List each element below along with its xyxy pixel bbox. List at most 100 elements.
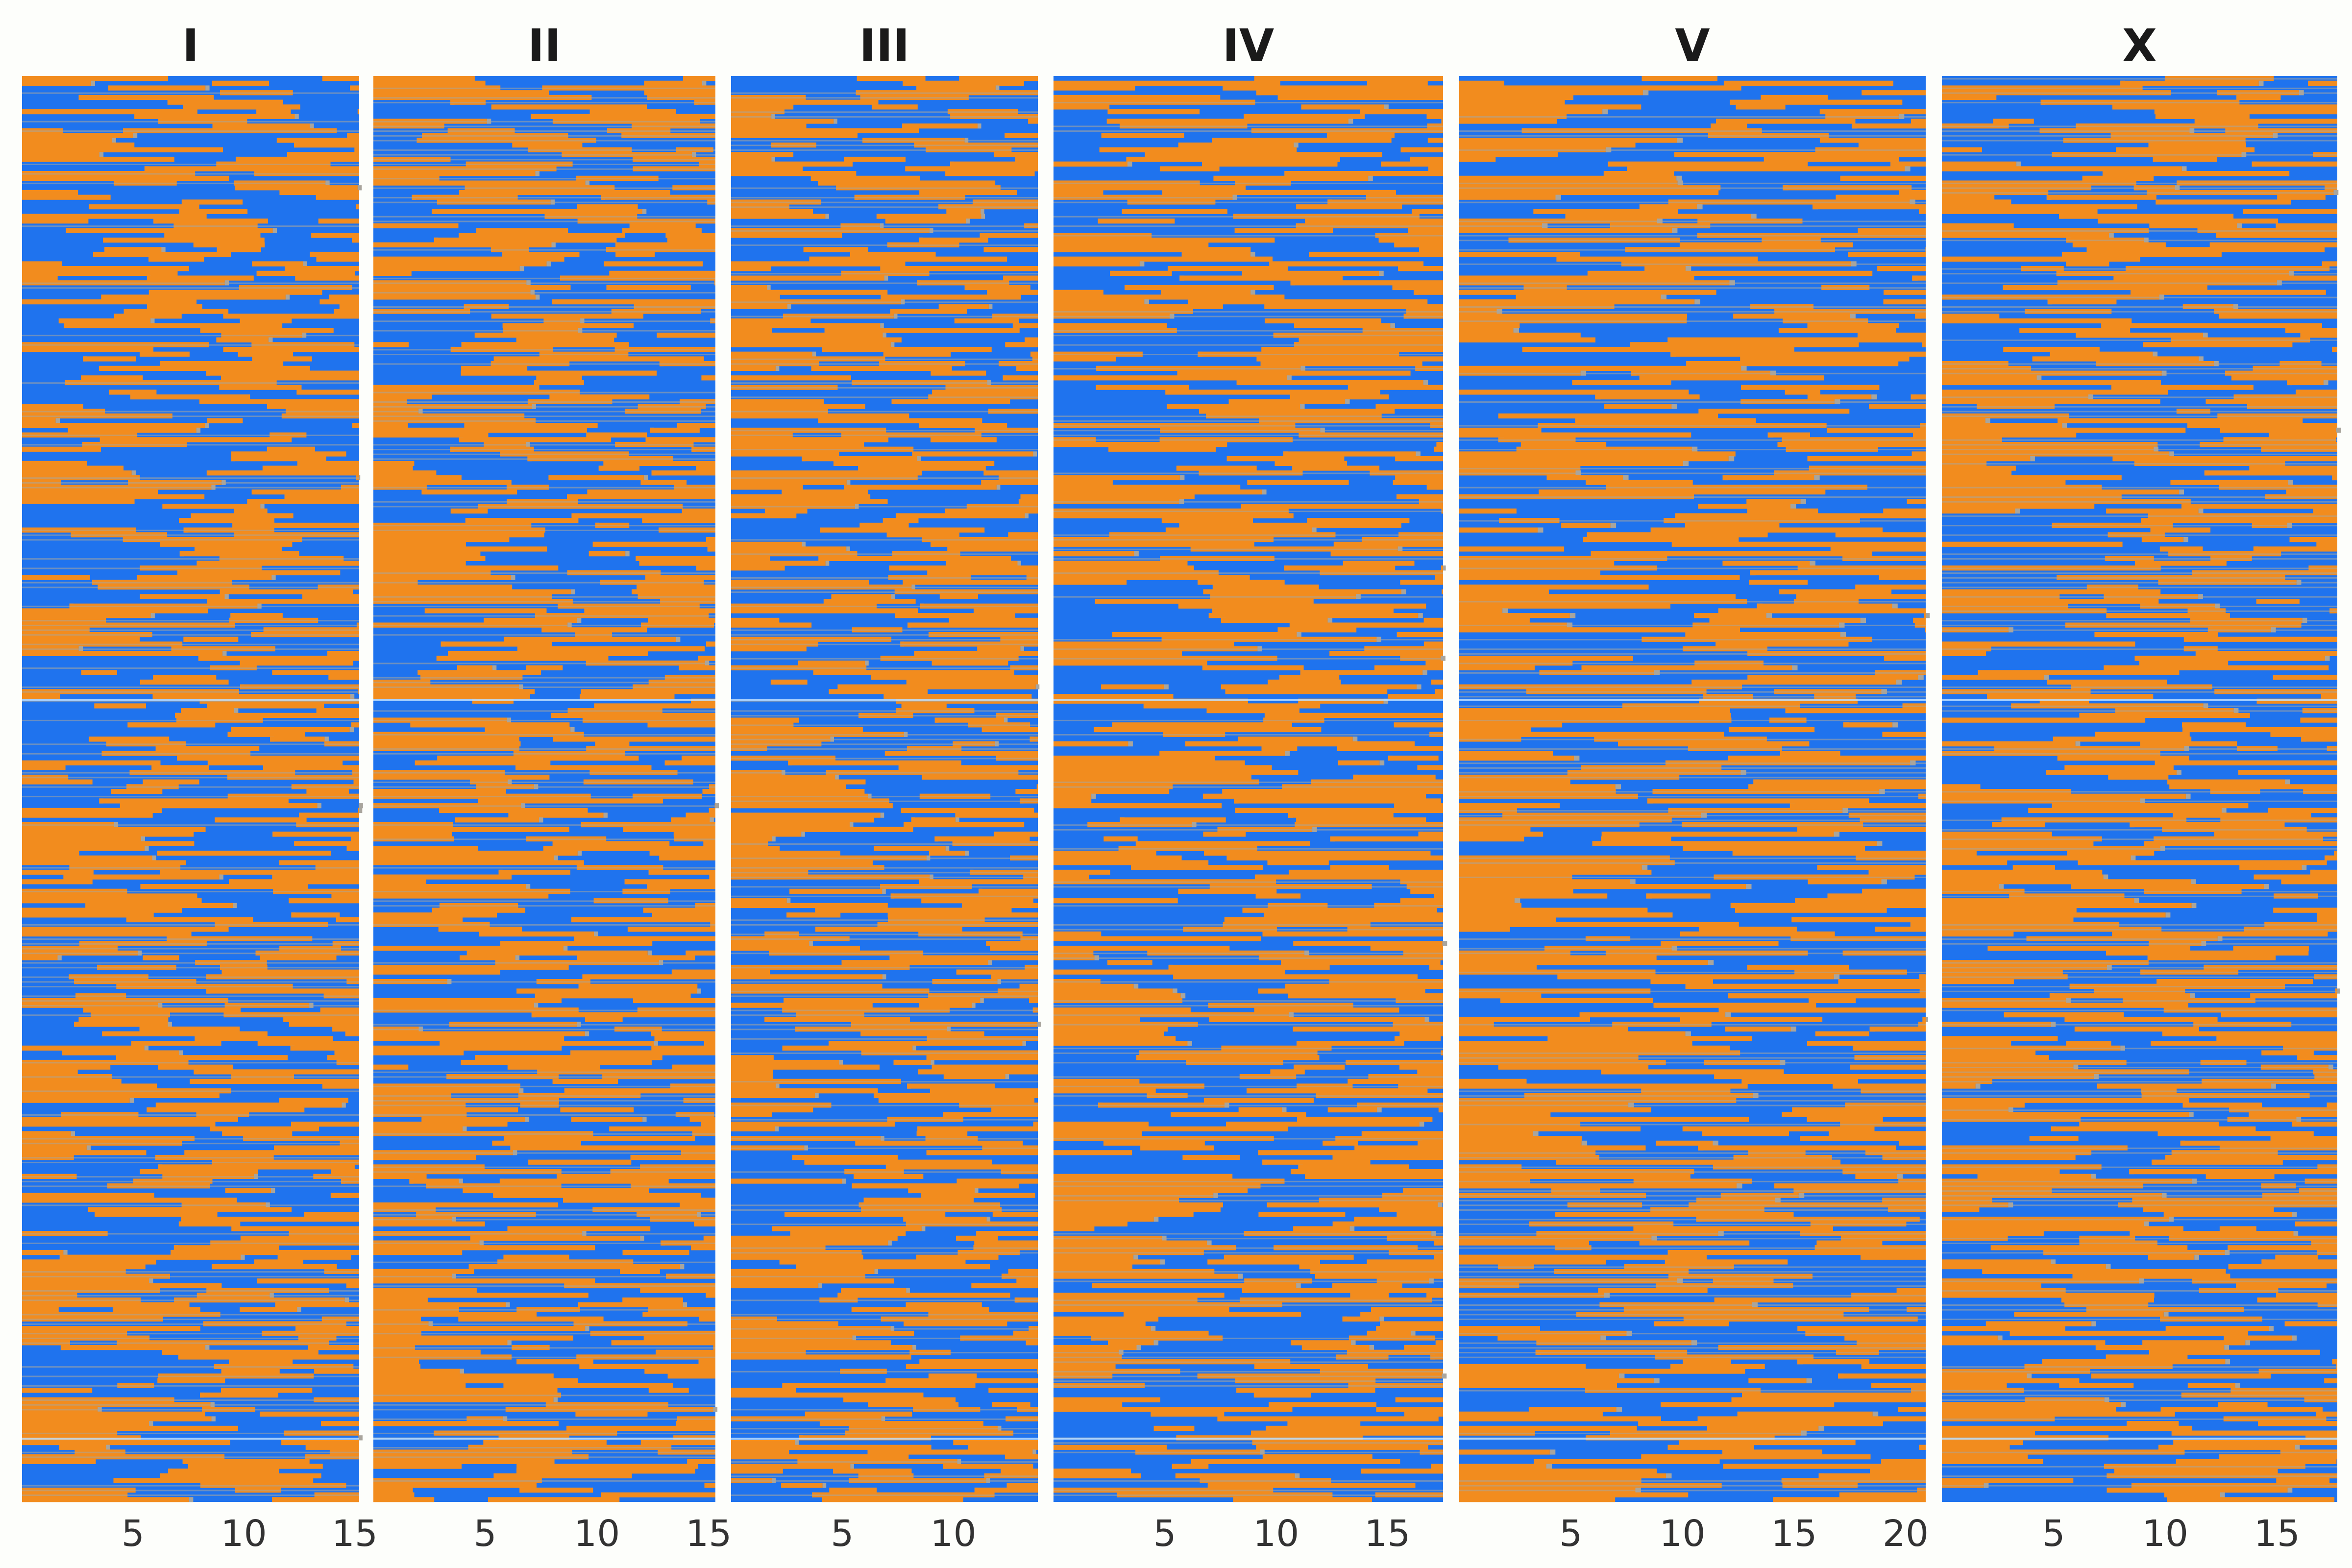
heterozygous-line [1942,986,2337,988]
genotype-block [2003,285,2207,291]
heterozygous-block [515,955,520,960]
heterozygous-block [271,1188,275,1194]
genotype-block [1459,884,1746,889]
heterozygous-block [891,594,895,599]
heterozygous-block [1164,684,1169,689]
heterozygous-line [373,135,715,137]
genotype-block [222,1131,293,1136]
genotype-block [788,760,961,766]
heterozygous-line [1459,1285,1926,1287]
genotype-block [1168,266,1288,271]
x-tick-label: 10 [931,1513,977,1555]
heterozygous-block [1685,1031,1691,1036]
genotype-block [902,123,978,129]
genotype-block [1942,423,2062,428]
genotype-block [895,613,1015,618]
genotype-block [1222,789,1443,794]
genotype-block [1942,851,1977,856]
genotype-block [867,1449,1033,1455]
heterozygous-line [373,282,715,284]
genotype-block [1603,171,1674,176]
heterozygous-line [373,905,715,907]
heterozygous-block [1810,561,1815,566]
heterozygous-block [2335,988,2340,994]
genotype-block [682,756,715,761]
genotype-block [1816,1240,1883,1246]
genotype-block [1661,1402,1835,1407]
heterozygous-line [1054,1337,1443,1339]
heterozygous-line [731,796,1038,798]
heterozygous-block [129,1098,134,1103]
heterozygous-line [731,872,1038,874]
genotype-block [1221,617,1328,623]
heterozygous-line [1459,201,1926,203]
genotype-block [1728,756,1926,761]
genotype-block [252,261,303,267]
genotype-block [1498,1064,1649,1070]
heterozygous-line [1459,1200,1926,1201]
genotype-block [731,1126,775,1131]
genotype-block [731,451,839,457]
genotype-block [731,318,811,323]
genotype-block [2300,332,2337,338]
genotype-block [1753,779,1926,784]
heterozygous-line [373,1209,715,1211]
genotype-block [1428,166,1443,172]
heterozygous-line [731,140,1038,142]
heterozygous-block [63,1250,68,1255]
genotype-block [1054,936,1261,941]
genotype-block [1054,1259,1160,1265]
heterozygous-line [731,387,1038,389]
genotype-block [2155,114,2250,119]
genotype-block [1054,1036,1176,1041]
genotype-block [1907,499,1926,504]
genotype-block [2150,527,2211,533]
genotype-block [1855,1174,1897,1179]
genotype-block [731,1254,863,1260]
heterozygous-line [22,1299,359,1301]
genotype-block [2270,1136,2337,1141]
genotype-block [691,698,715,704]
genotype-block [878,1098,1035,1103]
genotype-block [190,1078,359,1084]
genotype-block [1054,1131,1142,1136]
heterozygous-line [22,92,359,94]
genotype-block [1870,1469,1926,1474]
genotype-block [2276,223,2337,228]
heterozygous-line [1942,924,2337,926]
heterozygous-line [1459,624,1926,626]
genotype-block [483,1440,607,1446]
genotype-block [1683,846,1865,851]
genotype-block [1922,1017,1926,1022]
heterozygous-line [1054,354,1443,355]
genotype-block [731,1112,772,1117]
heterozygous-line [1054,501,1443,503]
genotype-block [2238,770,2337,775]
genotype-block [921,1193,1035,1198]
genotype-block [731,1088,878,1094]
heterozygous-block [1533,1131,1539,1136]
genotype-block [1221,684,1417,689]
heterozygous-block [1871,394,1877,400]
genotype-block [314,1369,359,1374]
heterozygous-line [731,149,1038,151]
genotype-block [647,722,715,728]
heterozygous-block [815,1093,819,1099]
genotype-block [1807,1117,1883,1122]
genotype-block [1054,1364,1116,1369]
heterozygous-block [956,817,959,823]
genotype-block [1522,346,1794,352]
genotype-block [567,494,715,499]
genotype-block [731,99,879,105]
genotype-block [890,309,967,314]
heterozygous-line [373,891,715,893]
heterozygous-line [731,1337,1038,1339]
genotype-block [516,1469,695,1474]
genotype-block [1380,1321,1443,1326]
genotype-block [1459,584,1649,590]
genotype-block [919,1003,972,1008]
genotype-block [350,836,359,842]
heterozygous-line [22,1337,359,1339]
genotype-block [2162,1031,2337,1036]
heterozygous-block [112,138,116,143]
